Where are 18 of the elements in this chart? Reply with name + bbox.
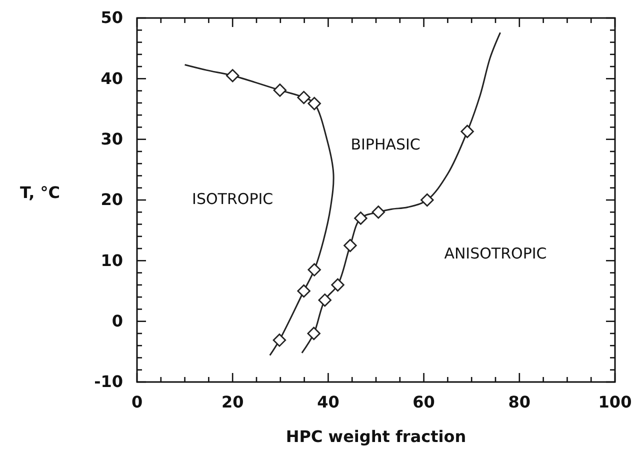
y-tick-label: 50 bbox=[100, 8, 123, 28]
y-tick-label: 40 bbox=[100, 68, 123, 88]
annotation: BIPHASIC bbox=[350, 135, 420, 154]
y-tick-label: 30 bbox=[100, 129, 123, 148]
y-tick-label: 10 bbox=[100, 250, 123, 270]
x-tick-label: 60 bbox=[412, 392, 435, 412]
x-tick-label: 40 bbox=[317, 392, 340, 412]
x-tick-label: 80 bbox=[508, 392, 531, 412]
y-axis-title: T, °C bbox=[20, 183, 60, 202]
x-axis-title: HPC weight fraction bbox=[286, 427, 466, 446]
annotation: ISOTROPIC bbox=[192, 190, 274, 208]
x-tick-label: 20 bbox=[221, 392, 244, 412]
y-tick-label: 20 bbox=[100, 190, 123, 210]
y-tick-label: 0 bbox=[112, 311, 123, 330]
x-tick-label: 100 bbox=[598, 392, 632, 412]
annotation: ANISOTROPIC bbox=[444, 244, 547, 263]
x-tick-label: 0 bbox=[131, 392, 143, 412]
y-tick-label: -10 bbox=[94, 372, 123, 392]
